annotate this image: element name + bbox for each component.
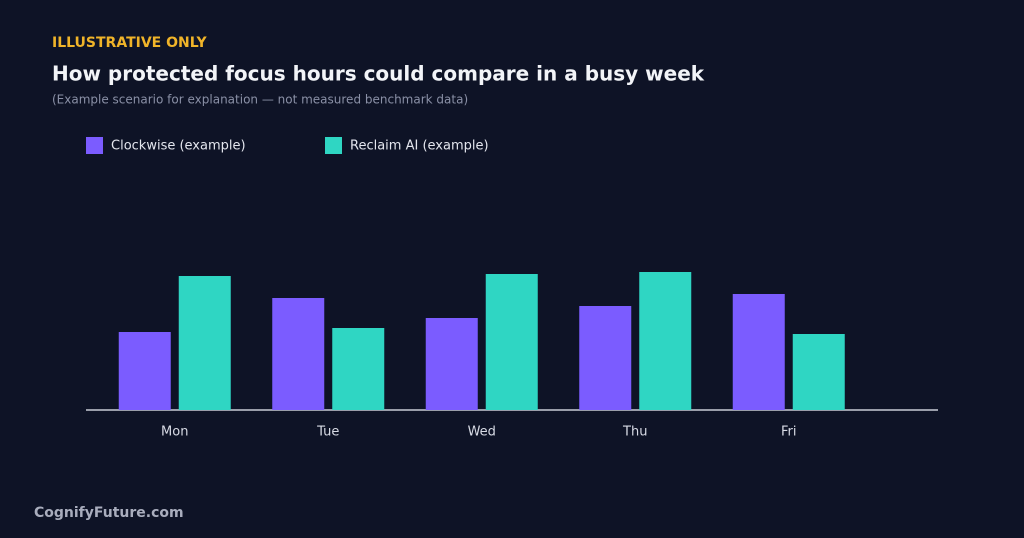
chart-title: How protected focus hours could compare … xyxy=(52,62,705,86)
bar xyxy=(792,334,845,410)
bar xyxy=(332,328,385,410)
legend-swatch xyxy=(325,137,342,154)
chart-subtitle: (Example scenario for explanation — not … xyxy=(52,93,468,107)
bar xyxy=(485,274,538,410)
legend-swatch xyxy=(86,137,103,154)
bar xyxy=(579,306,632,410)
bar xyxy=(272,298,325,410)
x-tick-label: Wed xyxy=(468,425,496,440)
bar xyxy=(639,272,692,410)
bar xyxy=(732,294,785,410)
x-tick-label: Tue xyxy=(316,425,339,440)
bar xyxy=(178,276,231,410)
footer: CognifyFuture.com xyxy=(34,505,184,521)
eyebrow: ILLUSTRATIVE ONLY xyxy=(52,35,207,51)
bar xyxy=(425,318,478,410)
x-tick-label: Fri xyxy=(781,425,797,440)
bar xyxy=(118,332,171,410)
x-tick-label: Thu xyxy=(622,425,647,440)
legend-label: Reclaim AI (example) xyxy=(350,139,489,154)
legend-label: Clockwise (example) xyxy=(111,139,246,154)
x-tick-label: Mon xyxy=(161,425,188,440)
